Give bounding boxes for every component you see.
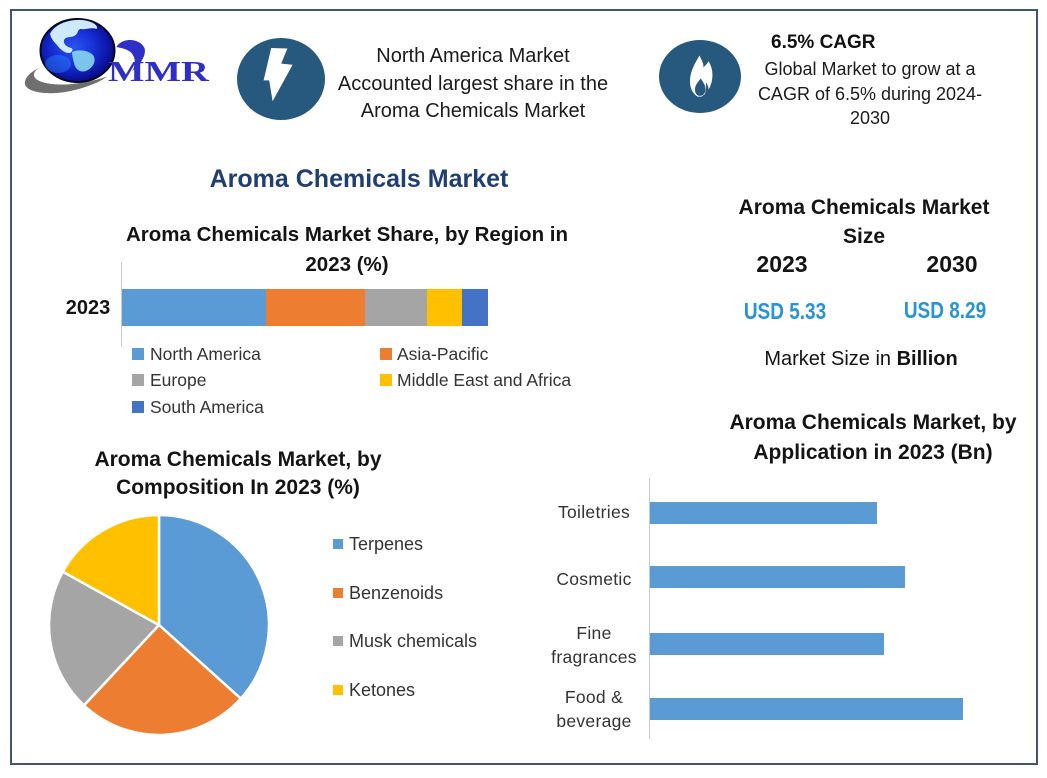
svg-text:MMR: MMR bbox=[108, 57, 210, 88]
